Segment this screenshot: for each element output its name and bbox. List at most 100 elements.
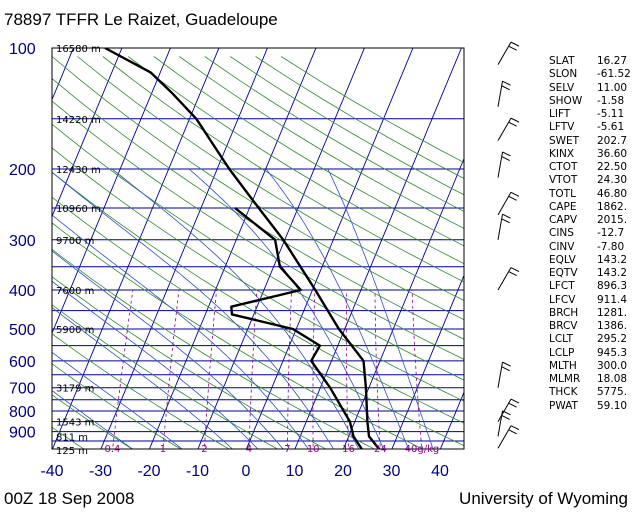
height-label: 5900 m (56, 325, 94, 336)
dry-adiabat-line (52, 147, 464, 402)
index-key: PWAT (549, 399, 578, 412)
wind-barb-feather (501, 218, 510, 224)
wind-barb-feather (510, 41, 520, 47)
index-key: SLON (549, 68, 578, 81)
wind-barb-shaft (497, 425, 512, 449)
index-key: CAPE (549, 200, 577, 213)
height-label: 125 m (56, 446, 88, 457)
height-label: 16580 m (56, 44, 101, 55)
index-key: SELV (549, 81, 575, 94)
temperature-tick-label: -10 (186, 463, 209, 480)
pressure-tick-label: 200 (9, 162, 36, 179)
wind-barb (497, 425, 520, 449)
mixing-ratio-label: 40g/kg (405, 444, 440, 455)
index-key: THCK (549, 386, 578, 399)
wind-barb-shaft (497, 192, 512, 216)
index-row: LFCT 896.3 (549, 280, 633, 293)
wind-barb-feather (508, 402, 517, 408)
index-row: CAPV 2015. (549, 214, 633, 227)
index-value: 300.0 (597, 359, 628, 372)
height-label: 12430 m (56, 165, 101, 176)
index-row: TOTL 46.80 (549, 188, 633, 201)
index-row: SLAT 16.27 (549, 55, 633, 68)
dry-adiabat-line (52, 426, 85, 449)
index-row: BRCH 1281. (549, 307, 633, 320)
moist-adiabat-line (327, 168, 434, 449)
dry-adiabat-line (179, 56, 464, 229)
index-row: SWET 202.7 (549, 135, 633, 148)
pressure-tick-label: 500 (9, 322, 36, 339)
pressure-tick-label: 300 (9, 233, 36, 250)
sounding-profile-line (230, 207, 364, 449)
wind-barb-feather (501, 156, 510, 161)
height-label: 9700 m (56, 236, 94, 247)
wind-barb-feather (510, 425, 520, 431)
index-value: 16.27 (597, 55, 628, 67)
wind-barb-feather (501, 85, 510, 91)
wind-barb-feather (510, 191, 520, 197)
index-value: -1.58 (597, 94, 625, 107)
mixing-ratio-label: 1 (160, 444, 166, 455)
index-row: KINX 36.60 (549, 148, 633, 161)
index-value: 24.30 (597, 174, 628, 187)
height-label: 10960 m (56, 204, 101, 215)
index-row: CAPE 1862. (549, 201, 633, 214)
index-value: -12.7 (597, 227, 625, 240)
wind-barb (497, 41, 520, 65)
mixing-ratio-label: 24 (374, 444, 387, 455)
moist-adiabat-line (52, 250, 284, 449)
dry-adiabat-line (52, 394, 133, 449)
moist-adiabat-line (52, 390, 134, 449)
dry-adiabat-line (52, 123, 464, 381)
wind-barb (497, 213, 511, 240)
isotherm-line (148, 48, 317, 449)
wind-barb (497, 398, 520, 422)
wind-barb-shaft (497, 81, 504, 107)
mixing-ratio-line (162, 289, 180, 449)
index-value: 36.60 (597, 147, 628, 160)
height-label: 811 m (56, 432, 88, 443)
index-value: 295.2 (597, 333, 628, 346)
moist-adiabat-line (265, 168, 409, 449)
pressure-tick-label: 400 (9, 283, 36, 300)
chart-profiles (104, 48, 381, 449)
dry-adiabat-line (52, 100, 464, 360)
index-key: LCLT (549, 333, 573, 346)
wind-barb (497, 80, 511, 107)
mixing-ratio-line (312, 289, 316, 449)
height-label: 3179 m (56, 384, 94, 395)
temperature-tick-label: 10 (286, 463, 304, 480)
mixing-ratio-label: 16 (342, 444, 355, 455)
index-row: MLTH 300.0 (549, 360, 633, 373)
isotherm-line (52, 48, 123, 218)
index-value: 59.10 (597, 399, 628, 412)
index-row: SELV 11.00 (549, 82, 633, 95)
dry-adiabat-line (52, 77, 464, 340)
index-value: 1281. (597, 306, 628, 319)
wind-barb-feather (510, 117, 520, 123)
dry-adiabat-line (153, 56, 464, 247)
mixing-ratio-label: 10 (307, 444, 320, 455)
dry-adiabat-line (77, 56, 464, 301)
mixing-ratio-line (248, 289, 258, 449)
wind-barb-feather (508, 121, 517, 127)
index-row: CTOT 22.50 (549, 161, 633, 174)
pressure-tick-label: 100 (9, 41, 36, 58)
sounding-indices: SLAT 16.27 SLON -61.52 SELV 11.00 SHOW -1.58 LIF… (549, 55, 633, 413)
index-key: KINX (549, 147, 575, 160)
mixing-ratio-label: 7 (284, 444, 290, 455)
index-key: LIFT (549, 108, 571, 120)
isotherm-line (245, 48, 414, 449)
index-key: EQLV (549, 253, 576, 266)
height-label: 7600 m (56, 286, 94, 297)
index-row: LFCV 911.4 (549, 294, 633, 307)
dry-adiabat-line (128, 56, 464, 265)
dry-adiabat-line (52, 222, 424, 449)
index-key: BRCV (549, 320, 578, 332)
wind-barbs (497, 41, 520, 449)
wind-barb-feather (510, 398, 520, 404)
wind-barb-shaft (497, 151, 504, 178)
wind-barb-shaft (497, 362, 504, 388)
index-row: SLON -61.52 (549, 68, 633, 81)
wind-barb-feather (502, 361, 511, 367)
